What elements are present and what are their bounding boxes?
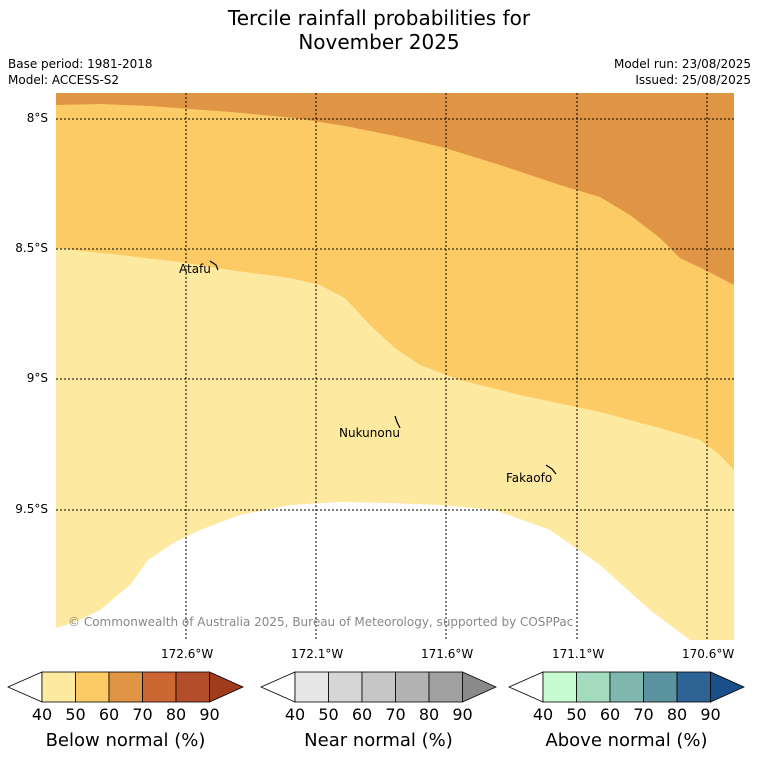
colorbar-near-tick: 80 [418, 705, 440, 724]
colorbar-near-segment-3 [361, 671, 396, 703]
lon-label-171-1: 171.1°W [552, 647, 605, 661]
lon-label-172-1: 172.1°W [291, 647, 344, 661]
colorbar-near [260, 671, 497, 703]
colorbar-below-segment-2 [75, 671, 110, 703]
colorbar-below-tick: 80 [165, 705, 187, 724]
atoll-atafu-shape [209, 260, 219, 271]
colorbar-above-title: Above normal (%) [545, 730, 708, 751]
colorbar-below-tick: 70 [132, 705, 153, 724]
colorbar-near-segment-1 [294, 671, 329, 703]
atoll-nukunonu-shape [394, 415, 401, 429]
colorbar-above-tick: 90 [700, 705, 721, 724]
colorbar-below-max-extend [209, 671, 244, 703]
colorbar-above-tick: 50 [566, 705, 587, 724]
colorbar-near-max-extend [462, 671, 497, 703]
model-run: Model run: 23/08/2025 [613, 57, 751, 71]
colorbar-above-tick: 60 [599, 705, 621, 724]
colorbar-above-tick: 70 [633, 705, 654, 724]
colorbar-below-segment-5 [175, 671, 210, 703]
colorbar-above-tick: 80 [666, 705, 688, 724]
colorbar-near-tick: 70 [385, 705, 406, 724]
colorbar-near-segment-4 [395, 671, 430, 703]
colorbar-below-segment-1 [41, 671, 76, 703]
colorbar-above-tick: 40 [532, 705, 554, 724]
colorbar-near-segment-5 [428, 671, 463, 703]
colorbar-near-title: Near normal (%) [304, 730, 453, 751]
colorbar-below-tick: 50 [65, 705, 86, 724]
place-label-fakaofo: Fakaofo [506, 471, 553, 485]
title-line-2: November 2025 [298, 30, 460, 54]
colorbar-below-tick: 60 [98, 705, 120, 724]
lat-label-9-5: 9.5°S [15, 502, 48, 516]
colorbar-near-segment-2 [328, 671, 363, 703]
lat-gridlines [56, 118, 734, 511]
colorbar-below-title: Below normal (%) [45, 730, 206, 751]
colorbar-above-segment-2 [576, 671, 611, 703]
place-label-nukunonu: Nukunonu [339, 426, 400, 440]
atoll-fakaofo-shape [545, 464, 557, 475]
colorbar-near-tick: 40 [284, 705, 306, 724]
colorbar-below [7, 671, 244, 703]
colorbar-above-segment-3 [609, 671, 644, 703]
lon-label-170-6: 170.6°W [682, 647, 735, 661]
lat-label-8-5: 8.5°S [15, 241, 48, 255]
place-label-atafu: Atafu [179, 262, 211, 276]
colorbar-above [508, 671, 745, 703]
colorbar-above-segment-4 [643, 671, 678, 703]
colorbar-above-segment-5 [676, 671, 711, 703]
colorbar-below-tick: 40 [31, 705, 53, 724]
region-below-50-60 [56, 93, 734, 470]
model-name: Model: ACCESS-S2 [8, 73, 120, 87]
colorbar-near-tick: 90 [452, 705, 473, 724]
colorbar-near-tick: 50 [318, 705, 339, 724]
base-period: Base period: 1981-2018 [8, 57, 153, 71]
colorbar-above-min-extend [508, 671, 544, 703]
colorbar-below-tick: 90 [199, 705, 220, 724]
lat-label-8: 8°S [26, 111, 48, 125]
colorbar-below-segment-4 [142, 671, 177, 703]
copyright-notice: © Commonwealth of Australia 2025, Bureau… [68, 615, 574, 629]
colorbar-below-segment-3 [108, 671, 143, 703]
lat-label-9: 9°S [26, 371, 48, 385]
issued-date: Issued: 25/08/2025 [635, 73, 751, 87]
colorbar-above-segment-1 [542, 671, 577, 703]
colorbar-above-max-extend [710, 671, 745, 703]
colorbar-near-min-extend [260, 671, 296, 703]
lon-gridlines [185, 93, 708, 640]
colorbar-below-min-extend [7, 671, 43, 703]
title-line-1: Tercile rainfall probabilities for [227, 6, 531, 30]
colorbar-near-tick: 60 [351, 705, 373, 724]
lon-label-171-6: 171.6°W [421, 647, 474, 661]
region-below-60-70 [56, 93, 734, 285]
lon-label-172-6: 172.6°W [161, 647, 214, 661]
